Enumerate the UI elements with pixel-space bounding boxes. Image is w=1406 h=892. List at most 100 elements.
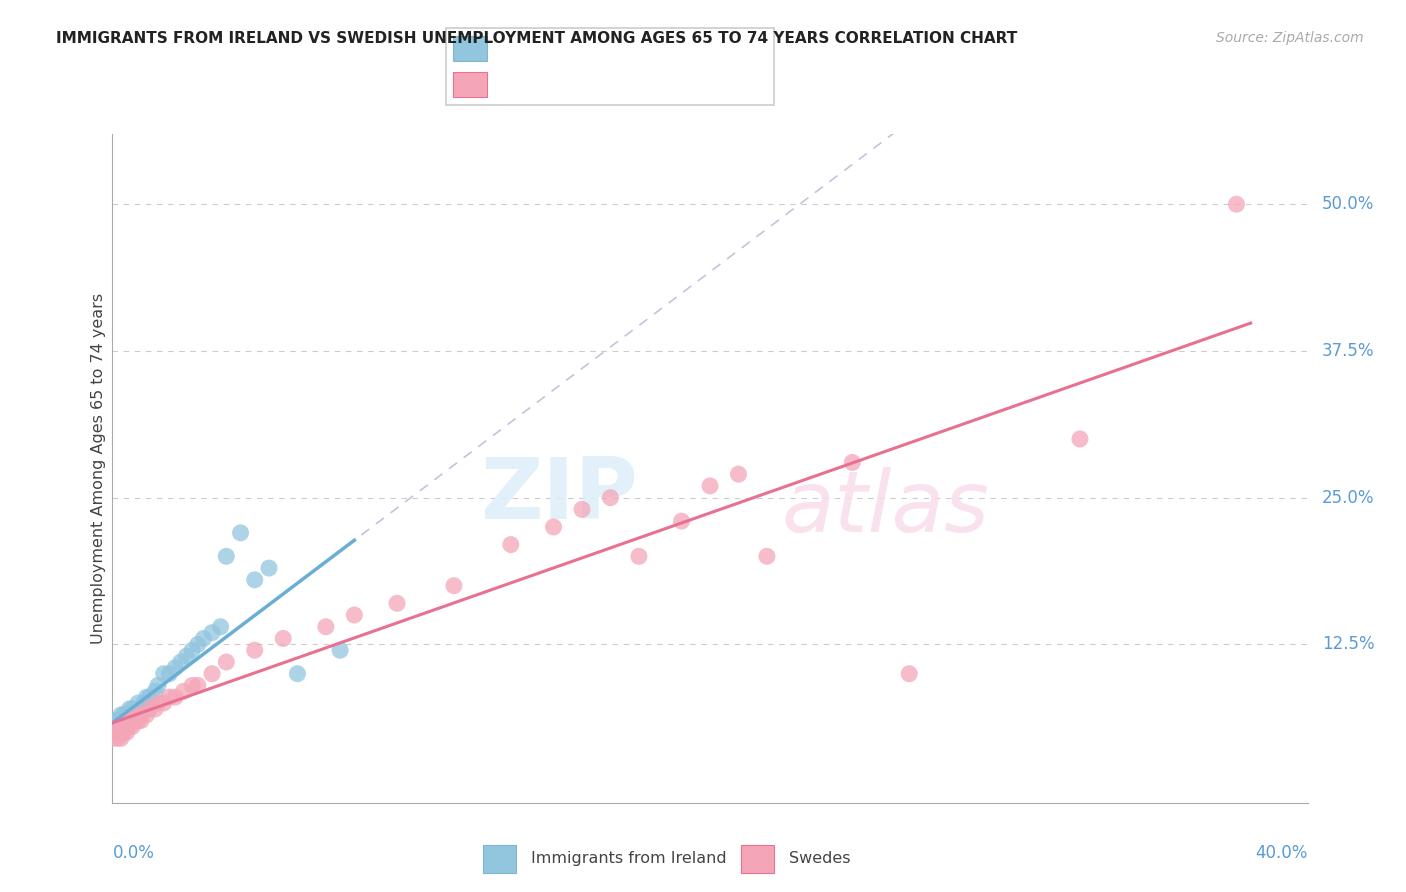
Text: IMMIGRANTS FROM IRELAND VS SWEDISH UNEMPLOYMENT AMONG AGES 65 TO 74 YEARS CORREL: IMMIGRANTS FROM IRELAND VS SWEDISH UNEMP… [56,31,1018,46]
Point [181,678,204,692]
Point [543,520,565,534]
Point [243,643,266,657]
Bar [741,845,775,872]
Point [443,579,465,593]
Text: 50.0%: 50.0% [1322,195,1374,213]
Point [201,666,224,681]
Text: atlas: atlas [782,467,990,550]
Point [201,625,224,640]
Point [129,707,152,722]
Point [727,467,749,482]
Point [121,719,143,733]
Point [143,702,166,716]
Point [215,655,238,669]
Point [107,714,129,728]
Point [107,731,129,746]
Point [110,719,132,733]
Point [124,707,146,722]
Point [152,666,174,681]
Point [271,632,294,646]
Text: Immigrants from Ireland: Immigrants from Ireland [530,851,727,866]
Text: N = 51: N = 51 [652,76,720,94]
Point [627,549,650,564]
Point [315,620,337,634]
Point [671,514,693,528]
Point [138,702,160,716]
Point [124,702,146,716]
Point [107,725,129,739]
Text: N = 46: N = 46 [652,39,720,57]
Point [165,690,187,705]
Point [110,707,132,722]
Point [124,714,146,728]
Point [127,696,149,710]
Point [329,643,352,657]
Text: 37.5%: 37.5% [1322,342,1374,360]
Point [215,549,238,564]
Y-axis label: Unemployment Among Ages 65 to 74 years: Unemployment Among Ages 65 to 74 years [91,293,105,644]
Point [115,725,138,739]
Point [129,702,152,716]
Point [121,702,143,716]
Point [841,455,863,469]
Point [110,725,132,739]
Point [138,690,160,705]
Point [110,719,132,733]
Point [118,714,141,728]
Text: 25.0%: 25.0% [1322,489,1374,507]
Point [176,649,198,664]
Point [187,637,209,651]
Point [287,666,309,681]
Point [127,714,149,728]
Point [343,607,366,622]
Point [1069,432,1091,446]
Point [118,714,141,728]
Text: ZIP: ZIP [481,453,638,537]
Point [599,491,621,505]
Point [115,707,138,722]
Text: 12.5%: 12.5% [1322,635,1375,653]
Point [132,696,155,710]
Point [124,707,146,722]
Bar [453,71,486,97]
Point [118,702,141,716]
Point [121,714,143,728]
Point [107,714,129,728]
Point [104,725,127,739]
Text: 0.0%: 0.0% [112,844,155,862]
Point [104,714,127,728]
Point [181,643,204,657]
Text: R = 0.242: R = 0.242 [496,39,595,57]
Point [115,719,138,733]
Point [898,666,921,681]
Point [157,666,180,681]
Point [135,690,157,705]
Point [146,678,169,692]
Point [170,655,193,669]
Point [209,620,232,634]
Text: 40.0%: 40.0% [1256,844,1308,862]
Point [110,714,132,728]
Point [173,684,195,698]
Point [571,502,593,516]
Point [115,714,138,728]
Point [699,479,721,493]
Point [499,538,522,552]
Point [107,725,129,739]
Point [107,725,129,739]
Point [104,731,127,746]
Text: R = 0.568: R = 0.568 [496,76,595,94]
Point [229,525,252,540]
Point [112,719,135,733]
Point [104,725,127,739]
Text: Swedes: Swedes [789,851,851,866]
Point [129,714,152,728]
Point [755,549,778,564]
Point [112,719,135,733]
Point [112,707,135,722]
Point [121,707,143,722]
Point [143,684,166,698]
Point [1225,197,1247,211]
FancyBboxPatch shape [446,29,773,105]
Point [165,661,187,675]
